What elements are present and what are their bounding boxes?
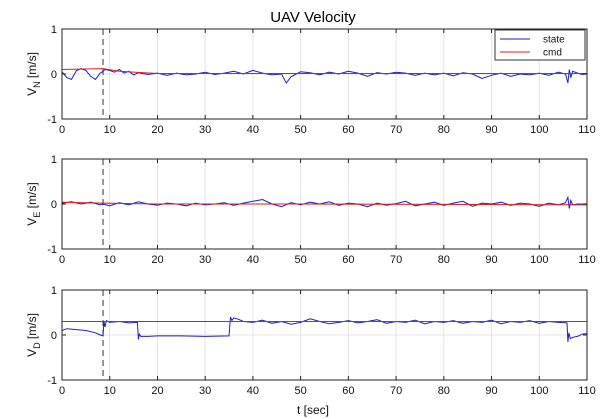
x-tick-label: 70: [390, 254, 402, 266]
x-tick-label: 40: [247, 124, 259, 136]
y-axis-label-main: V: [25, 218, 39, 226]
y-axis-label-main: V: [25, 88, 39, 96]
x-tick-label: 100: [530, 124, 548, 136]
series-line-state: [62, 68, 587, 84]
x-tick-label: 10: [104, 254, 116, 266]
x-tick-label: 50: [295, 254, 307, 266]
y-tick-label: 1: [51, 154, 57, 166]
y-tick-label: -1: [47, 114, 57, 126]
series-line-state: [62, 195, 587, 209]
x-tick-label: 40: [247, 254, 259, 266]
x-tick-label: 20: [151, 124, 163, 136]
x-tick-label: 100: [530, 254, 548, 266]
x-tick-label: 20: [151, 385, 163, 397]
y-tick-label: -1: [47, 375, 57, 387]
x-tick-label: 30: [199, 124, 211, 136]
y-axis-label-subscript: E: [32, 212, 42, 218]
x-tick-label: 90: [485, 124, 497, 136]
y-axis-label-subscript: N: [32, 81, 42, 88]
x-tick-label: 40: [247, 385, 259, 397]
x-tick-label: 60: [342, 385, 354, 397]
x-tick-label: 80: [438, 385, 450, 397]
x-tick-label: 110: [578, 254, 596, 266]
series-line-cmd: [62, 201, 587, 206]
x-tick-label: 10: [104, 385, 116, 397]
y-axis-label-unit: [m/s]: [25, 182, 39, 211]
y-tick-label: 0: [51, 199, 57, 211]
x-tick-label: 110: [578, 124, 596, 136]
x-tick-label: 0: [59, 254, 65, 266]
x-tick-label: 60: [342, 254, 354, 266]
x-tick-label: 20: [151, 254, 163, 266]
x-tick-label: 30: [199, 385, 211, 397]
y-tick-label: 1: [51, 285, 57, 297]
legend: state cmd: [494, 29, 586, 61]
y-axis-label-unit: [m/s]: [25, 313, 39, 342]
y-axis-label-unit: [m/s]: [25, 52, 39, 81]
x-tick-label: 110: [578, 385, 596, 397]
x-tick-label: 100: [530, 385, 548, 397]
series-line-cmd: [62, 68, 587, 74]
x-tick-label: 0: [59, 124, 65, 136]
x-tick-label: 10: [104, 124, 116, 136]
x-tick-label: 30: [199, 254, 211, 266]
y-axis-label-main: V: [25, 349, 39, 357]
legend-label-cmd: cmd: [543, 48, 562, 59]
x-tick-label: 60: [342, 124, 354, 136]
x-tick-label: 90: [485, 254, 497, 266]
x-tick-label: 70: [390, 385, 402, 397]
y-axis-label: VE [m/s]: [25, 182, 42, 225]
x-tick-label: 80: [438, 254, 450, 266]
x-tick-label: 80: [438, 124, 450, 136]
y-tick-label: 1: [51, 24, 57, 36]
y-axis-label: VD [m/s]: [25, 313, 42, 357]
x-axis-label: t [sec]: [297, 403, 329, 417]
x-tick-label: 90: [485, 385, 497, 397]
x-tick-label: 0: [59, 385, 65, 397]
y-tick-label: 0: [51, 330, 57, 342]
y-tick-label: -1: [47, 244, 57, 256]
series-line-state: [62, 316, 587, 342]
y-axis-label: VN [m/s]: [25, 52, 42, 96]
figure-title: UAV Velocity: [270, 9, 356, 26]
y-tick-label: 0: [51, 69, 57, 81]
legend-box: [494, 29, 586, 61]
x-tick-label: 50: [295, 124, 307, 136]
x-tick-label: 50: [295, 385, 307, 397]
legend-label-state: state: [543, 35, 565, 46]
x-tick-label: 70: [390, 124, 402, 136]
y-axis-label-subscript: D: [32, 342, 42, 349]
